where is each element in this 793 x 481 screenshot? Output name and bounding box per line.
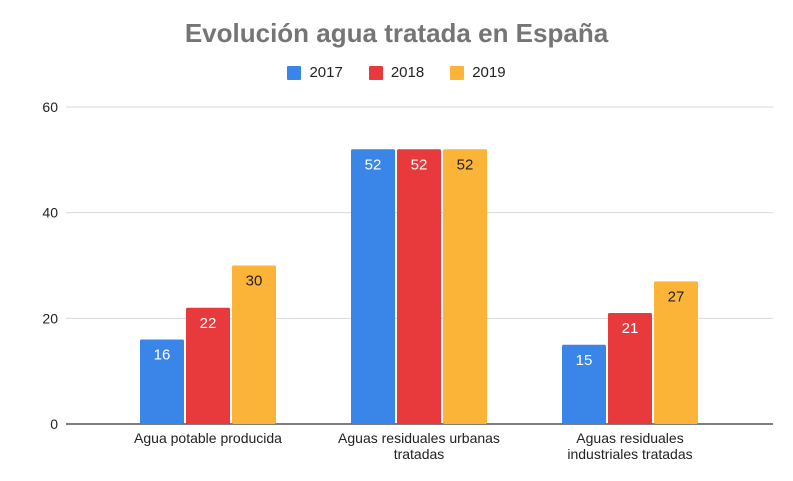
bar-2018-cat2 xyxy=(397,149,441,424)
data-label-2017-cat2: 52 xyxy=(365,156,382,173)
x-tick-label-cat2-line2: tratadas xyxy=(394,446,445,462)
chart-title: Evolución agua tratada en España xyxy=(184,18,609,48)
data-label-2019-cat3: 27 xyxy=(668,288,685,305)
bar-2017-cat1 xyxy=(140,339,184,424)
legend-label-2017: 2017 xyxy=(309,64,343,81)
legend-swatch-2019 xyxy=(450,65,465,80)
legend-swatch-2018 xyxy=(368,65,383,80)
x-tick-label-cat3-line2: industriales tratadas xyxy=(567,446,692,462)
x-tick-label-cat1-line1: Agua potable producida xyxy=(134,430,282,446)
data-label-2018-cat3: 21 xyxy=(622,320,639,337)
legend: 2017 2018 2019 xyxy=(0,64,793,81)
bar-2019-cat3 xyxy=(654,281,698,424)
data-label-2019-cat2: 52 xyxy=(457,156,474,173)
x-tick-label-cat2-line1: Aguas residuales urbanas xyxy=(338,430,500,446)
bar-2019-cat1 xyxy=(232,265,276,424)
legend-label-2018: 2018 xyxy=(390,64,425,81)
legend-item-2019: 2019 xyxy=(450,64,506,81)
data-label-2017-cat3: 15 xyxy=(576,352,593,369)
bar-2017-cat2 xyxy=(351,149,395,424)
data-label-2017-cat1: 16 xyxy=(154,346,171,363)
legend-item-2018: 2018 xyxy=(368,64,425,81)
y-tick-label-60: 60 xyxy=(42,99,58,115)
bar-2018-cat1 xyxy=(186,307,230,424)
bar-2018-cat3 xyxy=(608,313,652,424)
bar-2017-cat3 xyxy=(562,344,606,424)
data-label-2019-cat1: 30 xyxy=(246,273,263,290)
y-tick-label-0: 0 xyxy=(50,416,58,432)
legend-label-2019: 2019 xyxy=(472,64,506,81)
y-tick-label-40: 40 xyxy=(42,205,58,221)
bar-2019-cat2 xyxy=(443,149,487,424)
legend-swatch-2017 xyxy=(287,65,302,80)
data-label-2018-cat2: 52 xyxy=(411,156,428,173)
legend-item-2017: 2017 xyxy=(287,64,343,81)
data-label-2018-cat1: 22 xyxy=(200,315,217,332)
y-tick-label-20: 20 xyxy=(42,310,58,326)
x-tick-label-cat3-line1: Aguas residuales xyxy=(576,430,683,446)
